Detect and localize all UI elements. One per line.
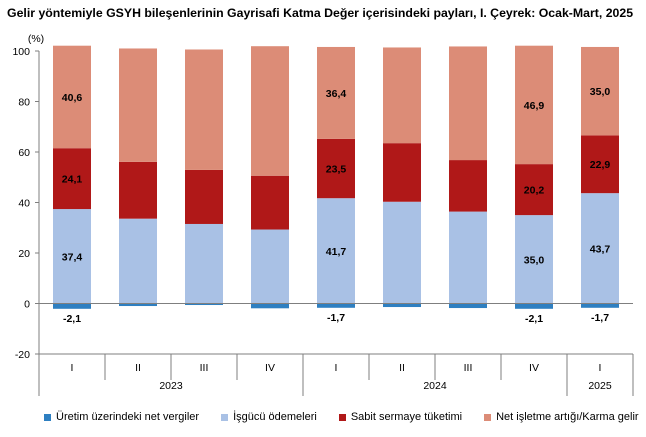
data-label: -2,1 [63, 313, 81, 325]
bar-segment-1-1 [53, 303, 91, 309]
bar-segment-4-4 [251, 46, 289, 176]
bar-segment-3-4 [251, 175, 289, 230]
bar-segment-1-4 [251, 303, 289, 309]
bar-segment-1-5 [317, 303, 355, 308]
data-label: 46,9 [524, 100, 545, 112]
legend-label-net-taxes: Üretim üzerindeki net vergiler [56, 411, 200, 423]
x-year-label: 2024 [423, 380, 447, 392]
bar-segment-1-7 [449, 303, 487, 309]
data-label: 35,0 [524, 254, 545, 266]
bar-segment-1-8 [515, 303, 553, 309]
data-label: 20,2 [524, 185, 545, 197]
x-tick-label: I [599, 362, 602, 374]
x-year-label: 2025 [588, 380, 612, 392]
x-tick-label: IV [265, 362, 275, 374]
legend-item-capital-consumption: Sabit sermaye tüketimi [338, 411, 463, 423]
bar-segment-4-2 [119, 48, 157, 162]
bar-segment-4-8 [515, 45, 553, 165]
bar-segment-2-5 [317, 198, 355, 304]
legend-swatch-compensation [221, 413, 229, 421]
y-tick-label: -20 [15, 349, 30, 361]
bar-segment-3-2 [119, 161, 157, 219]
bar-segment-4-5 [317, 46, 355, 139]
data-label: 36,4 [326, 88, 347, 100]
y-tick-label: 20 [18, 248, 30, 260]
data-label: -1,7 [591, 312, 609, 324]
x-tick-label: III [464, 362, 473, 374]
bar-segment-4-1 [53, 45, 91, 149]
legend-item-operating-surplus: Net işletme artığı/Karma gelir [484, 411, 639, 423]
y-axis-label: (%) [28, 33, 44, 45]
x-tick-label: I [71, 362, 74, 374]
bar-segment-1-2 [119, 303, 157, 307]
x-year-label: 2023 [159, 380, 183, 392]
bar-segment-3-1 [53, 148, 91, 210]
bar-segment-2-1 [53, 209, 91, 304]
y-tick-label: 60 [18, 147, 30, 159]
data-label: 41,7 [326, 246, 347, 258]
data-label: 22,9 [590, 159, 611, 171]
y-tick-label: 80 [18, 97, 30, 109]
legend-label-operating-surplus: Net işletme artığı/Karma gelir [496, 411, 639, 423]
bar-segment-1-3 [185, 303, 223, 306]
chart-title: Gelir yöntemiyle GSYH bileşenlerinin Gay… [7, 6, 634, 20]
bar-segment-2-9 [581, 193, 619, 304]
bar-segment-2-4 [251, 229, 289, 304]
y-tick-label: 100 [12, 46, 30, 58]
y-tick-label: 40 [18, 198, 30, 210]
data-label: 43,7 [590, 243, 611, 255]
x-tick-label: I [335, 362, 338, 374]
bar-segment-2-2 [119, 218, 157, 304]
bar-segment-3-6 [383, 143, 421, 202]
x-tick-label: II [135, 362, 141, 374]
legend-swatch-capital-consumption [338, 413, 346, 421]
bar-segment-2-3 [185, 223, 223, 304]
legend-item-compensation: İşgücü ödemeleri [221, 411, 317, 423]
bar-segment-3-7 [449, 160, 487, 212]
bar-segment-3-9 [581, 135, 619, 194]
bar-segment-1-9 [581, 303, 619, 308]
data-label: 23,5 [326, 164, 347, 176]
legend-swatch-operating-surplus [484, 413, 492, 421]
data-label: 24,1 [62, 174, 83, 186]
data-label: 37,4 [62, 251, 83, 263]
x-tick-label: III [200, 362, 209, 374]
bar-segment-4-6 [383, 47, 421, 144]
y-tick-label: 0 [24, 299, 30, 311]
bar-segment-2-8 [515, 215, 553, 304]
data-label: 40,6 [62, 92, 83, 104]
bar-segment-3-8 [515, 164, 553, 216]
data-label: -1,7 [327, 312, 345, 324]
bar-segment-3-5 [317, 138, 355, 199]
legend-label-capital-consumption: Sabit sermaye tüketimi [350, 411, 463, 423]
x-tick-label: IV [529, 362, 539, 374]
legend: Üretim üzerindeki net vergiler İşgücü öd… [44, 411, 639, 423]
legend-item-net-taxes: Üretim üzerindeki net vergiler [44, 411, 199, 423]
bar-segment-2-6 [383, 201, 421, 304]
bar-segment-3-3 [185, 169, 223, 224]
bar-segment-4-9 [581, 46, 619, 136]
bar-segment-4-7 [449, 46, 487, 161]
x-tick-label: II [399, 362, 405, 374]
bar-segment-4-3 [185, 49, 223, 170]
bar-segment-2-7 [449, 211, 487, 304]
legend-swatch-net-taxes [44, 413, 51, 421]
legend-label-compensation: İşgücü ödemeleri [233, 411, 317, 423]
data-label: 35,0 [590, 86, 611, 98]
data-label: -2,1 [525, 313, 543, 325]
bar-segment-1-6 [383, 303, 421, 308]
